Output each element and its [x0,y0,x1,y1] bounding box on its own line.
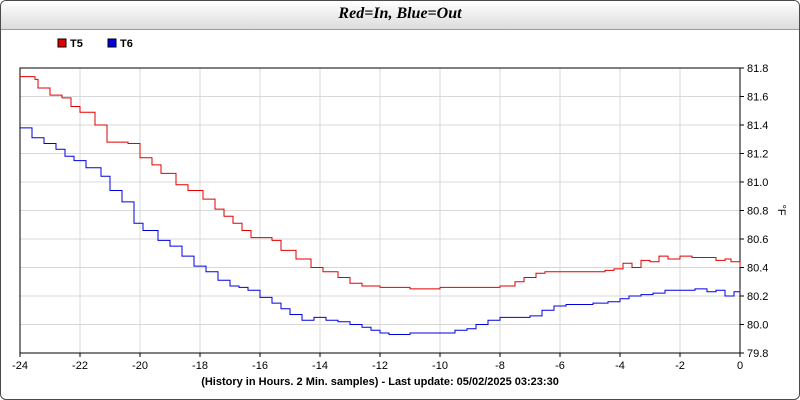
chart-title: Red=In, Blue=Out [338,5,462,22]
y-tick-label: 81.4 [747,120,768,132]
series-line-t5 [20,76,741,290]
x-tick-label: -16 [252,360,268,372]
x-tick-label: -18 [192,360,208,372]
x-tick-label: -6 [555,360,565,372]
y-tick-label: 80.8 [747,206,768,218]
y-tick-label: 81.8 [747,63,768,75]
x-tick-label: -14 [312,360,328,372]
x-tick-label: 0 [737,360,743,372]
x-tick-label: -4 [615,360,625,372]
y-tick-label: 79.8 [747,348,768,360]
x-tick-label: -22 [72,360,88,372]
x-tick-label: -12 [372,360,388,372]
y-axis-label: °F [775,204,787,215]
x-tick-label: -20 [132,360,148,372]
legend-swatch-t5 [57,38,67,48]
title-bar: Red=In, Blue=Out [1,1,799,30]
x-tick-label: -24 [12,360,28,372]
y-tick-label: 80.2 [747,291,768,303]
y-tick-label: 80.6 [747,234,768,246]
legend-swatch-t6 [107,38,117,48]
legend-label-t5: T5 [70,38,83,50]
y-tick-label: 81.2 [747,149,768,161]
y-tick-label: 80.4 [747,263,768,275]
x-axis-label: (History in Hours. 2 Min. samples) - Las… [201,376,559,388]
legend-label-t6: T6 [120,38,133,50]
y-tick-label: 80.0 [747,320,768,332]
y-tick-label: 81.6 [747,92,768,104]
y-tick-label: 81.0 [747,177,768,189]
x-tick-label: -8 [495,360,505,372]
series-line-t6 [20,127,741,335]
x-tick-label: -10 [432,360,448,372]
x-tick-label: -2 [675,360,685,372]
plot-border [19,67,741,354]
